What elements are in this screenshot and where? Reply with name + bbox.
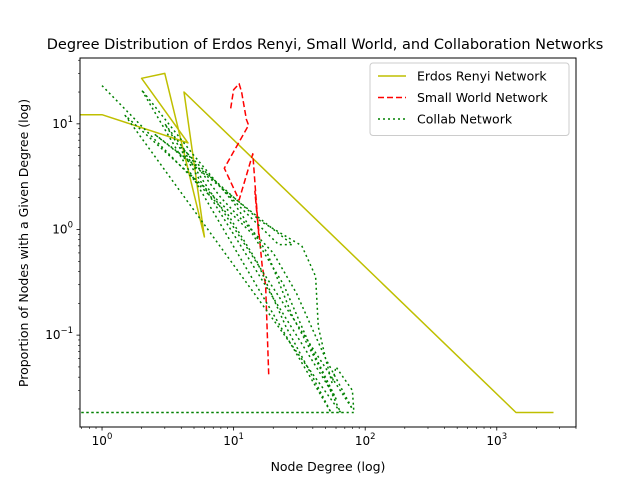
y-axis-label: Proportion of Nodes with a Given Degree … <box>16 99 31 387</box>
chart-title: Degree Distribution of Erdos Renyi, Smal… <box>47 37 604 53</box>
x-tick-label: 102 <box>355 432 376 448</box>
x-tick-label: 101 <box>223 432 244 448</box>
y-tick-label: 10−1 <box>45 326 73 342</box>
x-tick-label: 100 <box>92 432 113 448</box>
series-line-2 <box>223 82 270 378</box>
x-tick-label: 103 <box>486 432 507 448</box>
series-line-3 <box>80 85 355 414</box>
y-tick-label: 100 <box>52 220 73 236</box>
legend-box <box>369 62 570 136</box>
legend-label: Small World Network <box>417 90 548 105</box>
legend-label: Collab Network <box>417 112 513 127</box>
legend-label: Erdos Renyi Network <box>417 69 547 84</box>
legend: Erdos Renyi Network Small World Network Co… <box>369 62 570 136</box>
x-axis: 100 101 102 103 <box>81 427 577 448</box>
plot-frame <box>79 57 577 428</box>
y-axis: 10−1 100 101 <box>45 59 80 410</box>
plot-area <box>80 72 554 414</box>
x-axis-label: Node Degree (log) <box>271 459 386 474</box>
y-tick-label: 101 <box>52 115 73 131</box>
